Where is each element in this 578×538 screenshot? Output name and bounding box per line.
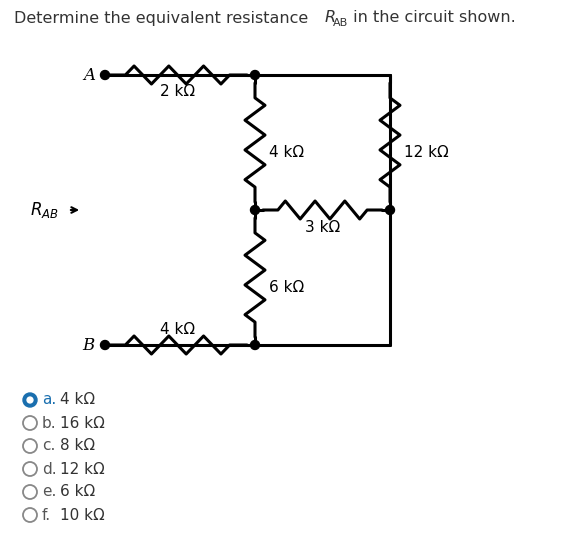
- Circle shape: [101, 341, 109, 350]
- Text: 4 kΩ: 4 kΩ: [160, 322, 195, 336]
- Text: 10 kΩ: 10 kΩ: [60, 507, 105, 522]
- Text: 4 kΩ: 4 kΩ: [60, 393, 95, 407]
- Text: Determine the equivalent resistance: Determine the equivalent resistance: [14, 11, 313, 25]
- Text: 6 kΩ: 6 kΩ: [60, 485, 95, 499]
- Text: in the circuit shown.: in the circuit shown.: [348, 11, 516, 25]
- Circle shape: [27, 397, 33, 403]
- Text: 4 kΩ: 4 kΩ: [269, 145, 304, 160]
- Circle shape: [23, 393, 37, 407]
- Text: c.: c.: [42, 438, 55, 454]
- Text: 12 kΩ: 12 kΩ: [404, 145, 449, 160]
- Circle shape: [101, 70, 109, 80]
- Text: 8 kΩ: 8 kΩ: [60, 438, 95, 454]
- Circle shape: [250, 70, 260, 80]
- Text: $R_{AB}$: $R_{AB}$: [30, 200, 59, 220]
- Text: b.: b.: [42, 415, 57, 430]
- Text: f.: f.: [42, 507, 51, 522]
- Circle shape: [386, 206, 395, 215]
- Text: B: B: [83, 336, 95, 353]
- Text: A: A: [83, 67, 95, 83]
- Text: 2 kΩ: 2 kΩ: [160, 83, 195, 98]
- Text: R: R: [325, 11, 336, 25]
- Text: 12 kΩ: 12 kΩ: [60, 462, 105, 477]
- Text: 3 kΩ: 3 kΩ: [305, 221, 340, 236]
- Circle shape: [250, 206, 260, 215]
- Text: d.: d.: [42, 462, 57, 477]
- Circle shape: [250, 341, 260, 350]
- Text: e.: e.: [42, 485, 57, 499]
- Text: 16 kΩ: 16 kΩ: [60, 415, 105, 430]
- Text: a.: a.: [42, 393, 56, 407]
- Text: AB: AB: [333, 18, 349, 28]
- Text: 6 kΩ: 6 kΩ: [269, 280, 304, 295]
